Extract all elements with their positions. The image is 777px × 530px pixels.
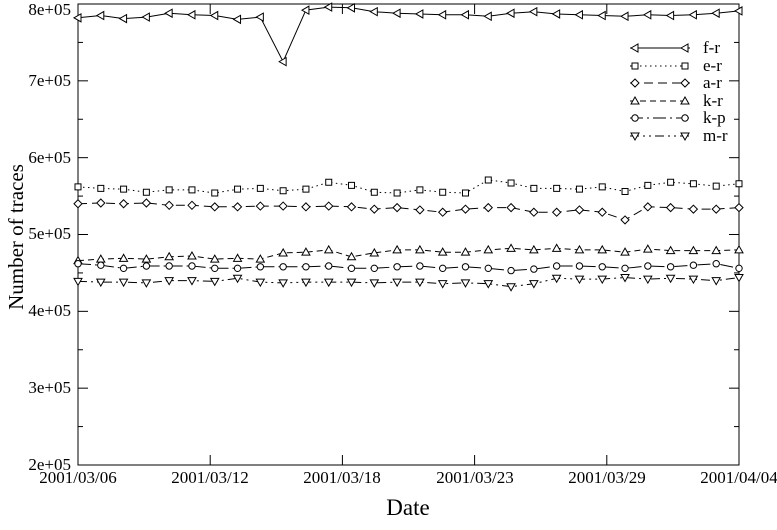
legend-sample-line-icon xyxy=(630,95,690,105)
series-line-k-p xyxy=(77,263,740,272)
y-tick-label: 2e+05 xyxy=(28,455,71,474)
x-tick-label: 2001/03/12 xyxy=(171,468,249,487)
legend-item: f-r xyxy=(629,39,720,57)
x-tick-label: 2001/03/06 xyxy=(39,468,117,487)
series-line-a-r xyxy=(77,202,740,221)
x-tick-label: 2001/03/18 xyxy=(303,468,381,487)
legend-item: k-p xyxy=(629,109,726,127)
legend-label: f-r xyxy=(703,38,720,57)
x-tick-label: 2001/04/04 xyxy=(700,468,777,487)
y-tick-label: 5e+05 xyxy=(28,224,71,243)
series-markers-k-r xyxy=(73,243,744,265)
legend-label: m-r xyxy=(703,126,728,145)
legend-item: e-r xyxy=(629,57,722,75)
legend-sample-line-icon xyxy=(629,43,690,53)
legend-label: a-r xyxy=(703,73,722,92)
legend-label: e-r xyxy=(703,56,722,75)
y-tick-label: 8e+05 xyxy=(28,0,71,19)
series-line-e-r xyxy=(77,179,740,194)
legend-item: a-r xyxy=(629,74,722,92)
y-tick-label: 6e+05 xyxy=(28,148,71,167)
legend-sample-line-icon xyxy=(630,132,690,142)
series-line-m-r xyxy=(77,276,740,288)
legend-label: k-p xyxy=(703,108,726,127)
series-line-k-r xyxy=(77,247,740,262)
legend-item: k-r xyxy=(629,92,723,110)
series-markers-f-r xyxy=(72,2,743,67)
legend-item: m-r xyxy=(629,127,728,145)
series-markers-a-r xyxy=(73,198,744,225)
y-tick-label: 3e+05 xyxy=(28,378,71,397)
legend-sample-line-icon xyxy=(630,62,690,70)
y-tick-label: 7e+05 xyxy=(28,71,71,90)
series-markers-e-r xyxy=(74,176,743,197)
y-tick-label: 4e+05 xyxy=(28,301,71,320)
x-tick-label: 2001/03/29 xyxy=(568,468,646,487)
series-markers-k-p xyxy=(74,259,743,275)
x-tick-label: 2001/03/23 xyxy=(436,468,514,487)
series-markers-m-r xyxy=(73,274,744,292)
legend-sample-line-icon xyxy=(630,114,690,122)
legend-sample-line-icon xyxy=(630,78,690,88)
legend-label: k-r xyxy=(703,91,723,110)
x-axis-title: Date xyxy=(386,495,430,520)
